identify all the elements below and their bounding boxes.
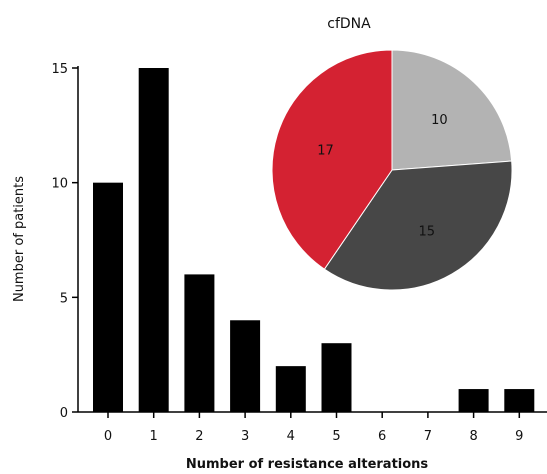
- pie-title: cfDNA: [327, 16, 371, 32]
- pie-slices: [271, 49, 513, 291]
- x-axis-title: Number of resistance alterations: [186, 457, 429, 472]
- pie-slice-label: 15: [419, 224, 436, 239]
- bar: [275, 366, 306, 412]
- bar: [458, 389, 489, 412]
- pie-slice-labels: 10 15 17: [317, 113, 447, 239]
- x-tick-label: 6: [378, 429, 386, 444]
- y-axis-title: Number of patients: [12, 176, 27, 302]
- bar: [230, 320, 261, 412]
- x-tick-label: 4: [287, 429, 295, 444]
- x-tick-label: 0: [104, 429, 112, 444]
- pie-slice: [271, 49, 393, 270]
- y-tick-label: 15: [51, 62, 68, 77]
- pie-slice: [323, 160, 513, 291]
- x-tick-label: 9: [515, 429, 523, 444]
- x-tick-label: 2: [195, 429, 203, 444]
- bar: [138, 68, 169, 412]
- pie-slice-label: 10: [431, 113, 448, 128]
- x-tick-label: 7: [424, 429, 432, 444]
- bar: [184, 274, 215, 412]
- bar-series: [93, 68, 535, 412]
- x-tick-label: 5: [332, 429, 340, 444]
- bar: [504, 389, 535, 412]
- pie-chart: cfDNA 10 15 17: [271, 16, 513, 291]
- x-tick-label: 1: [150, 429, 158, 444]
- y-tick-label: 5: [60, 291, 68, 306]
- x-tick-label: 3: [241, 429, 249, 444]
- bar: [321, 343, 352, 412]
- pie-slice: [391, 49, 513, 171]
- bar-chart: 0 5 10 15 0 1 2 3 4 5 6 7 8 9 Number of patients Num…: [12, 62, 547, 472]
- y-tick-label: 0: [60, 406, 68, 421]
- x-axis-ticks: 0 1 2 3 4 5 6 7 8 9: [104, 412, 523, 444]
- y-axis-ticks: 0 5 10 15: [51, 62, 78, 421]
- pie-slice-label: 17: [317, 143, 334, 158]
- bar: [93, 182, 123, 412]
- x-tick-label: 8: [469, 429, 477, 444]
- y-tick-label: 10: [51, 177, 68, 192]
